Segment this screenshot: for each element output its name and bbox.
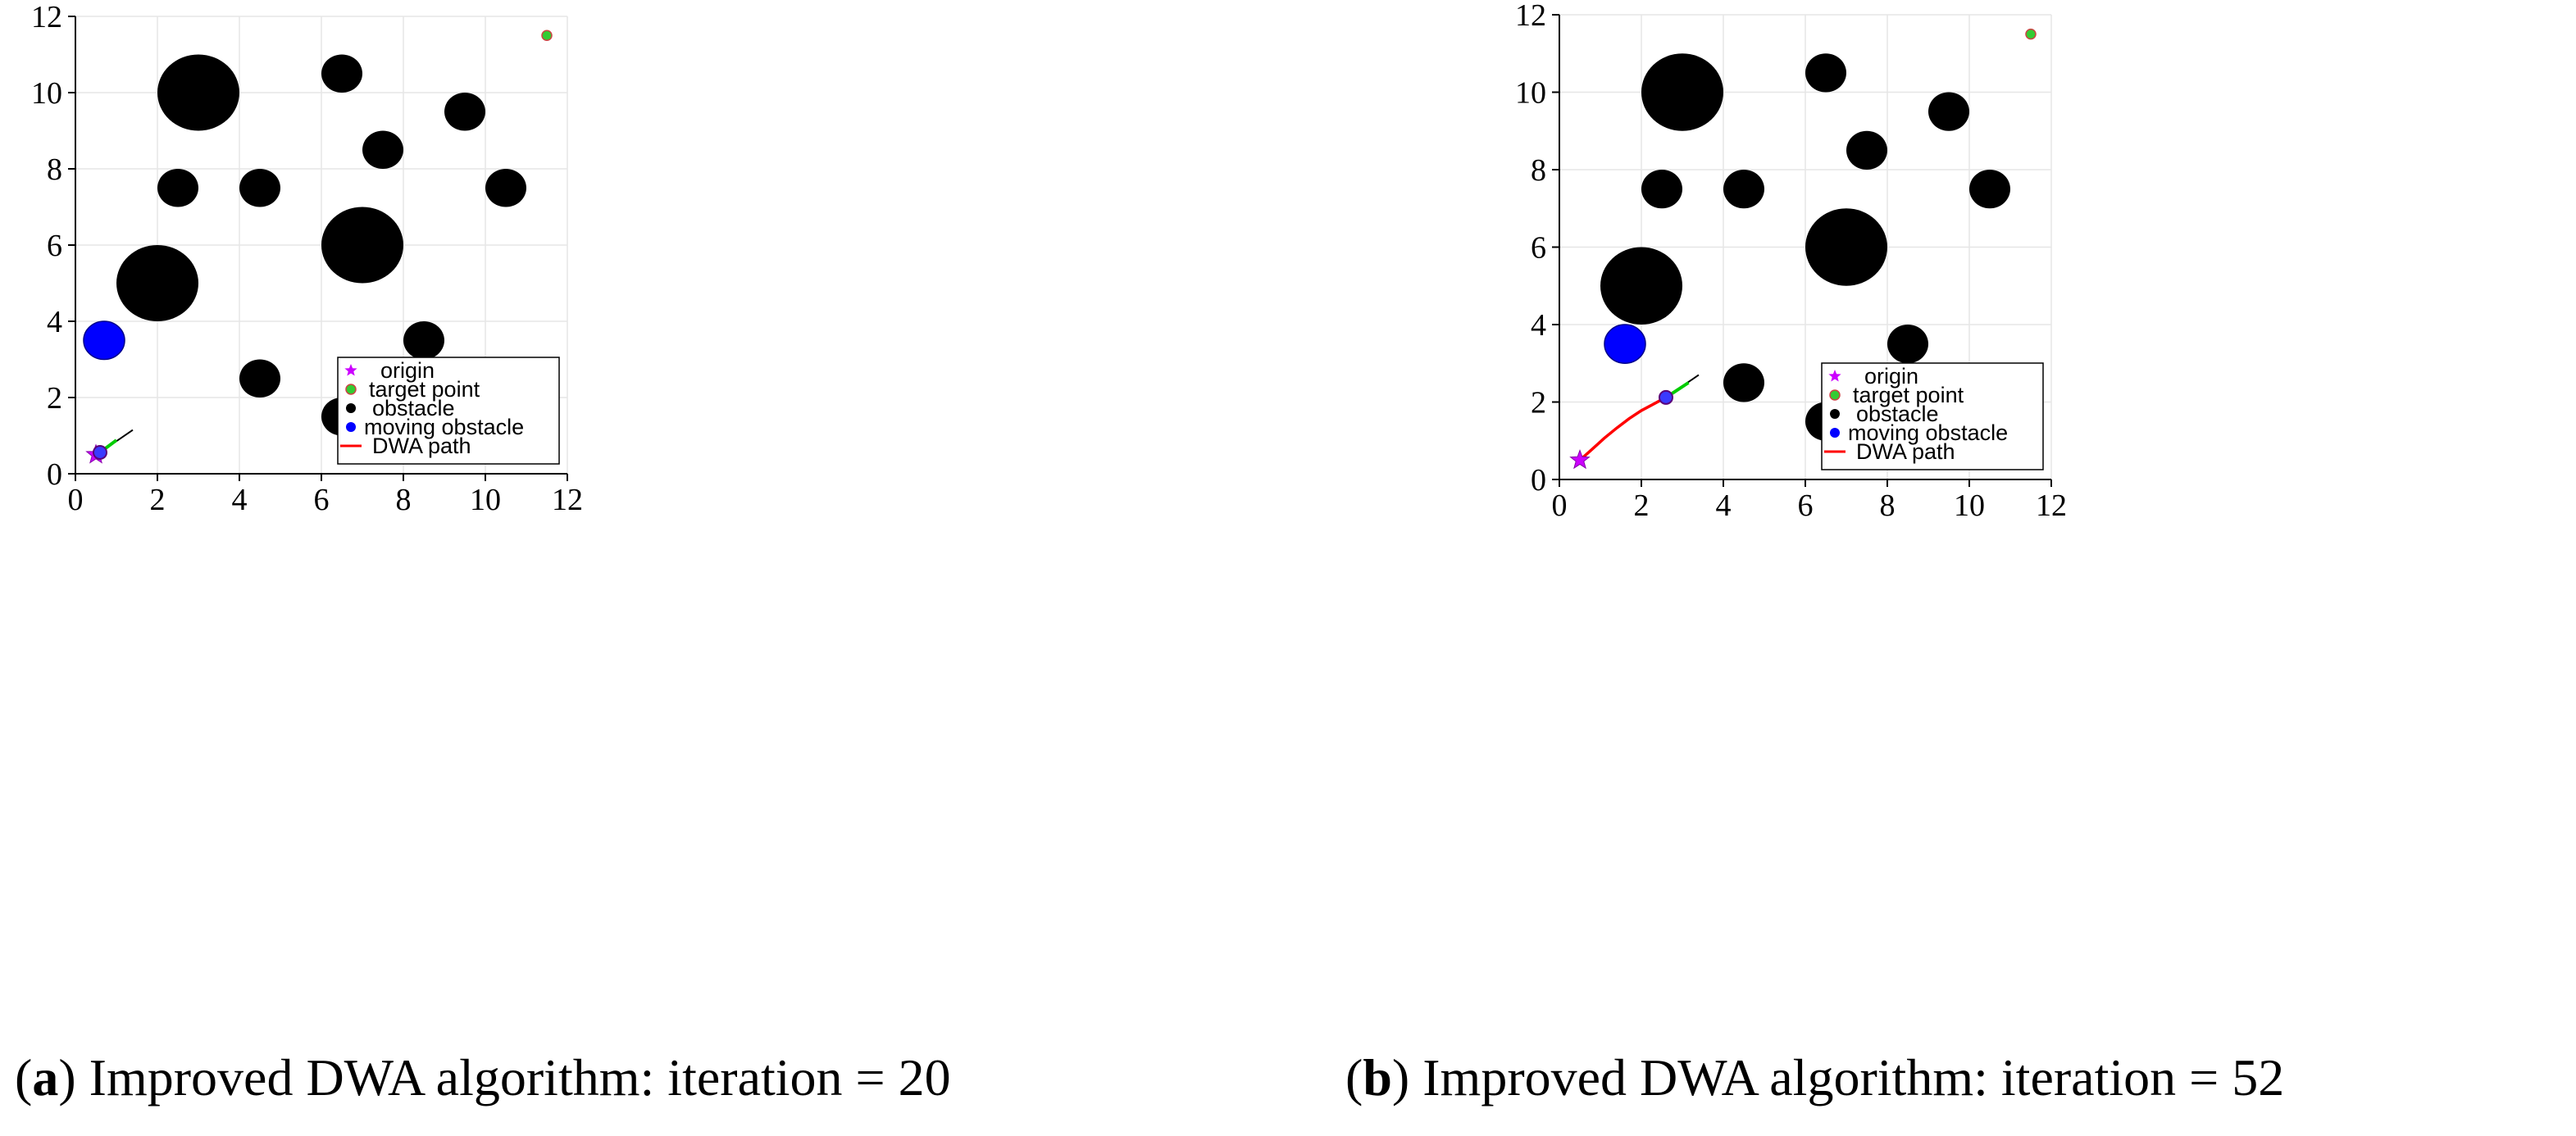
obstacle-3-b [1928,92,1969,131]
y-tick-label-4-b: 4 [1531,308,1546,343]
x-tick-label-4-b: 4 [1716,488,1732,523]
obstacle-8-b [1805,208,1887,286]
x-tick-label-2-b: 2 [1634,488,1650,523]
origin-marker-b [1569,448,1591,470]
x-tick-label-0-a: 0 [68,483,84,517]
y-tick-label-12-b: 12 [1515,0,1546,33]
y-tick-label-10-a: 10 [31,76,62,111]
moving-obstacle-b [1604,324,1646,364]
obstacle-11-b [1723,363,1764,402]
x-tick-label-10-b: 10 [1954,488,1985,523]
legend-label-1-a: origin [380,358,435,383]
legend-origin-icon-a [344,364,357,376]
legend-label-4-b: moving obstacle [1848,420,2008,445]
caption-b-label: b [1363,1048,1392,1106]
legend-label-3-a: obstacle [372,396,455,420]
x-tick-label-12-b: 12 [2036,488,2067,523]
x-tick-label-2-a: 2 [150,483,166,517]
obstacle-4-a [362,130,403,169]
heading-segment-a [102,438,118,451]
obstacle-4-b [1846,130,1887,170]
obstacle-2-b [1805,53,1846,93]
obstacle-1-b [1641,53,1723,131]
legend-obstacle-icon-a [346,403,356,413]
heading-segment-b [1671,381,1690,395]
y-tick-label-8-b: 8 [1531,153,1546,188]
x-tick-label-0-b: 0 [1552,488,1568,523]
obstacle-9-a [116,245,198,321]
x-tick-label-10-a: 10 [470,483,501,517]
y-tick-label-6-a: 6 [47,229,62,263]
y-tick-label-2-a: 2 [47,381,62,416]
caption-a: (a) Improved DWA algorithm: iteration = … [15,1048,951,1106]
panel-b: 0 2 4 6 8 10 12 0 2 4 6 8 10 12 origin target point obst… [1288,0,2576,1136]
legend-origin-icon-b [1828,370,1841,382]
legend-label-5-b: DWA path [1856,439,1955,464]
caption-b: (b) Improved DWA algorithm: iteration = … [1345,1048,2285,1106]
legend-moving-obstacle-icon-b [1830,428,1840,438]
legend-label-2-b: target point [1853,383,1964,407]
legend-label-2-a: target point [369,377,480,402]
obstacle-3-a [444,93,485,131]
obstacle-8-a [321,207,403,284]
obstacle-10-b [1887,325,1928,364]
obstacle-11-a [239,359,280,398]
obstacle-7-a [485,169,526,207]
obstacle-5-b [1641,170,1682,209]
y-tick-label-10-b: 10 [1515,76,1546,111]
legend-moving-obstacle-icon-a [346,422,356,432]
legend-target-icon-b [1829,389,1841,401]
x-tick-label-8-b: 8 [1880,488,1896,523]
y-tick-label-6-b: 6 [1531,231,1546,266]
obstacle-7-b [1969,170,2010,209]
legend-box-a [337,357,560,465]
y-tick-label-12-a: 12 [31,0,62,34]
legend-box-b [1821,362,2044,470]
legend-label-1-b: origin [1864,364,1918,389]
legend-label-5-a: DWA path [372,434,471,458]
obstacle-6-b [1723,170,1764,209]
obstacle-10-a [403,321,444,360]
dwa-path-b [1578,396,1667,461]
legend-label-4-a: moving obstacle [364,415,524,439]
legend-obstacle-icon-b [1830,409,1840,419]
obstacle-9-b [1600,247,1682,325]
x-tick-label-6-b: 6 [1798,488,1814,523]
panel-a: 0 2 4 6 8 10 12 0 2 4 6 8 10 12 origin target point obst… [15,0,951,1106]
x-tick-label-8-a: 8 [396,483,412,517]
obstacle-5-a [157,169,198,207]
caption-a-text: Improved DWA algorithm: iteration = 20 [89,1048,951,1106]
legend-label-3-b: obstacle [1856,402,1939,426]
x-tick-label-6-a: 6 [314,483,330,517]
y-tick-label-8-a: 8 [47,152,62,187]
caption-b-text: Improved DWA algorithm: iteration = 52 [1422,1048,2285,1106]
caption-a-label: a [32,1048,59,1106]
y-tick-label-2-b: 2 [1531,386,1546,420]
y-tick-label-0-a: 0 [47,457,62,492]
moving-obstacle-a [83,320,125,361]
target-marker-b [2025,28,2037,40]
x-tick-label-12-a: 12 [552,483,583,517]
robot-marker-b [1659,389,1673,405]
target-marker-a [541,30,553,41]
legend-target-icon-a [345,384,357,395]
obstacle-2-a [321,54,362,93]
obstacle-6-a [239,169,280,207]
y-tick-label-4-a: 4 [47,305,62,339]
robot-marker-a [93,444,107,460]
obstacle-1-a [157,54,239,131]
x-tick-label-4-a: 4 [232,483,248,517]
y-tick-label-0-b: 0 [1531,463,1546,498]
